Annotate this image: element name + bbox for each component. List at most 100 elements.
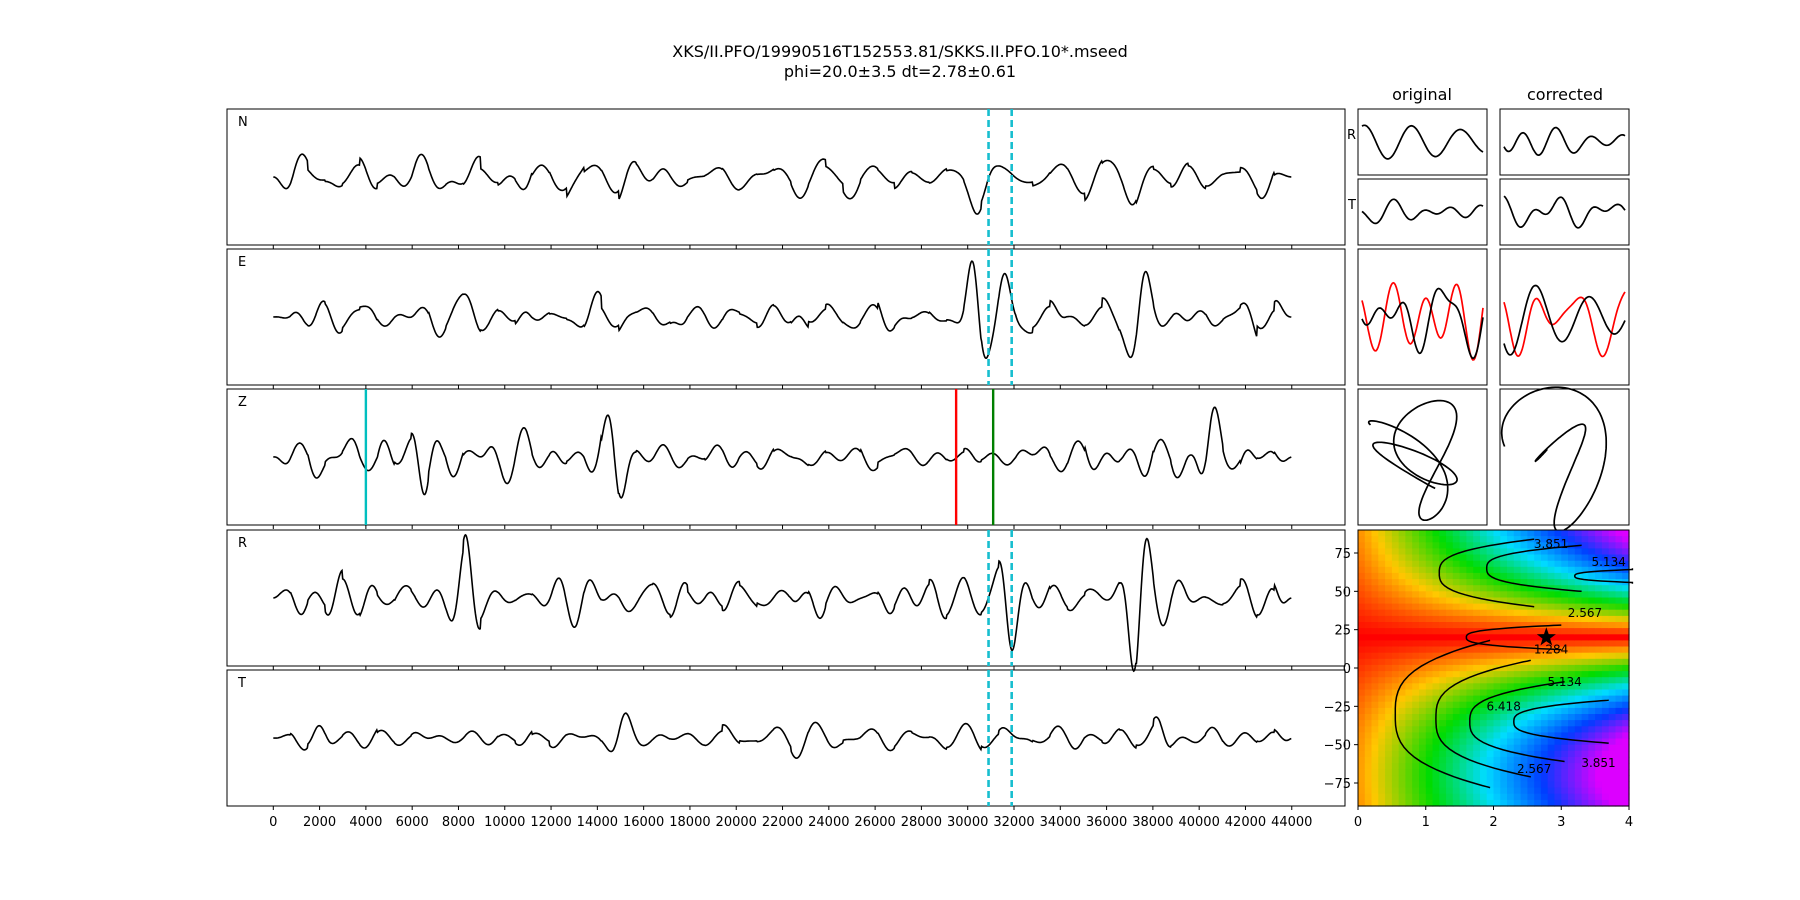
heatmap-cell — [1385, 707, 1393, 715]
heatmap-cell — [1581, 634, 1589, 641]
heatmap-cell — [1534, 664, 1542, 672]
heatmap-cell — [1486, 689, 1495, 697]
heatmap-cell — [1486, 683, 1495, 690]
heatmap-cell — [1554, 695, 1562, 703]
heatmap-cell — [1398, 677, 1407, 684]
heatmap-cell — [1493, 536, 1501, 543]
heatmap-cell — [1547, 750, 1556, 758]
heatmap-cell — [1547, 744, 1556, 752]
heatmap-cell — [1595, 572, 1603, 580]
heatmap-cell — [1554, 707, 1562, 715]
heatmap-cell — [1385, 628, 1393, 635]
heatmap-cell — [1534, 585, 1542, 592]
heatmap-cell — [1520, 756, 1528, 764]
heatmap-cell — [1473, 726, 1481, 733]
heatmap-cell — [1540, 652, 1549, 660]
heatmap-cell — [1486, 726, 1495, 733]
heatmap-cell — [1561, 634, 1569, 641]
heatmap-cell — [1385, 603, 1393, 611]
heatmap-cell — [1459, 579, 1467, 586]
heatmap-cell — [1595, 548, 1603, 556]
heatmap-cell — [1398, 542, 1407, 549]
heatmap-cell — [1615, 738, 1623, 746]
heatmap-cell — [1622, 695, 1630, 703]
heatmap-cell — [1493, 775, 1501, 782]
heatmap-cell — [1615, 763, 1623, 770]
heatmap-cell — [1520, 640, 1528, 648]
heatmap-cell — [1419, 799, 1427, 807]
heatmap-cell — [1507, 554, 1515, 562]
heatmap-cell — [1534, 548, 1542, 556]
heatmap-cell — [1398, 769, 1407, 776]
heatmap-cell — [1378, 769, 1386, 776]
heatmap-cell — [1622, 603, 1630, 611]
heatmap-cell — [1568, 707, 1576, 715]
heatmap-cell — [1527, 652, 1535, 660]
heatmap-cell — [1622, 652, 1630, 660]
heatmap-cell — [1507, 787, 1515, 795]
contour-line — [1485, 544, 1582, 593]
heatmap-cell — [1378, 628, 1386, 635]
heatmap-cell — [1527, 609, 1535, 617]
heatmap-cell — [1391, 560, 1400, 568]
heatmap-cell — [1452, 664, 1461, 672]
heatmap-cell — [1568, 701, 1576, 709]
heatmap-cell — [1574, 738, 1583, 746]
heatmap-cell — [1588, 542, 1596, 549]
heatmap-cell — [1588, 597, 1596, 605]
heatmap-cell — [1595, 634, 1603, 641]
heatmap-cell — [1432, 750, 1440, 758]
heatmap-cell — [1419, 781, 1427, 789]
heatmap-cell — [1622, 744, 1630, 752]
heatmap-cell — [1547, 572, 1556, 580]
heatmap-cell — [1507, 548, 1515, 556]
heatmap-cell — [1534, 677, 1542, 684]
heatmap-cell — [1507, 591, 1515, 598]
heatmap-cell — [1358, 677, 1366, 684]
best-estimate-star — [1536, 627, 1556, 646]
corrected-column-title: corrected — [1527, 85, 1603, 104]
heatmap-cell — [1385, 769, 1393, 776]
heatmap-cell — [1574, 652, 1583, 660]
heatmap-cell — [1412, 683, 1420, 690]
heatmap-cell — [1446, 689, 1454, 697]
trace-panel-label: T — [237, 676, 246, 691]
heatmap-cell — [1534, 701, 1542, 709]
heatmap-cell — [1391, 579, 1400, 586]
heatmap-cell — [1568, 763, 1576, 770]
heatmap-cell — [1534, 560, 1542, 568]
heatmap-cell — [1547, 689, 1556, 697]
heatmap-cell — [1473, 744, 1481, 752]
contour-label: 2.567 — [1568, 606, 1602, 620]
heatmap-cell — [1432, 781, 1440, 789]
heatmap-cell — [1601, 609, 1610, 617]
heatmap-cell — [1540, 689, 1549, 697]
heatmap-cell — [1500, 591, 1508, 598]
original-column — [1357, 108, 1488, 526]
heatmap-cell — [1391, 628, 1400, 635]
heatmap-cell — [1364, 732, 1373, 740]
heatmap-cell — [1520, 566, 1528, 574]
heatmap-cell — [1364, 560, 1373, 568]
heatmap-cell — [1459, 566, 1467, 574]
heatmap-cell — [1561, 750, 1569, 758]
heatmap-cell — [1588, 591, 1596, 598]
heatmap-cell — [1527, 622, 1535, 629]
heatmap-cell — [1371, 542, 1379, 549]
heatmap-cell — [1554, 689, 1562, 697]
heatmap-cell — [1412, 658, 1420, 666]
heatmap-cell — [1412, 799, 1420, 807]
heatmap-cell — [1364, 603, 1373, 611]
heatmap-cell — [1554, 658, 1562, 666]
heatmap-cell — [1513, 622, 1522, 629]
heatmap-cell — [1581, 695, 1589, 703]
heatmap-cell — [1446, 726, 1454, 733]
heatmap-cell — [1540, 640, 1549, 648]
heatmap-cell — [1480, 646, 1488, 654]
heatmap-cell — [1615, 781, 1623, 789]
heatmap-cell — [1568, 597, 1576, 605]
heatmap-cell — [1574, 603, 1583, 611]
heatmap-cell — [1378, 548, 1386, 556]
heatmap-cell — [1608, 560, 1617, 568]
heatmap-cell — [1568, 664, 1576, 672]
